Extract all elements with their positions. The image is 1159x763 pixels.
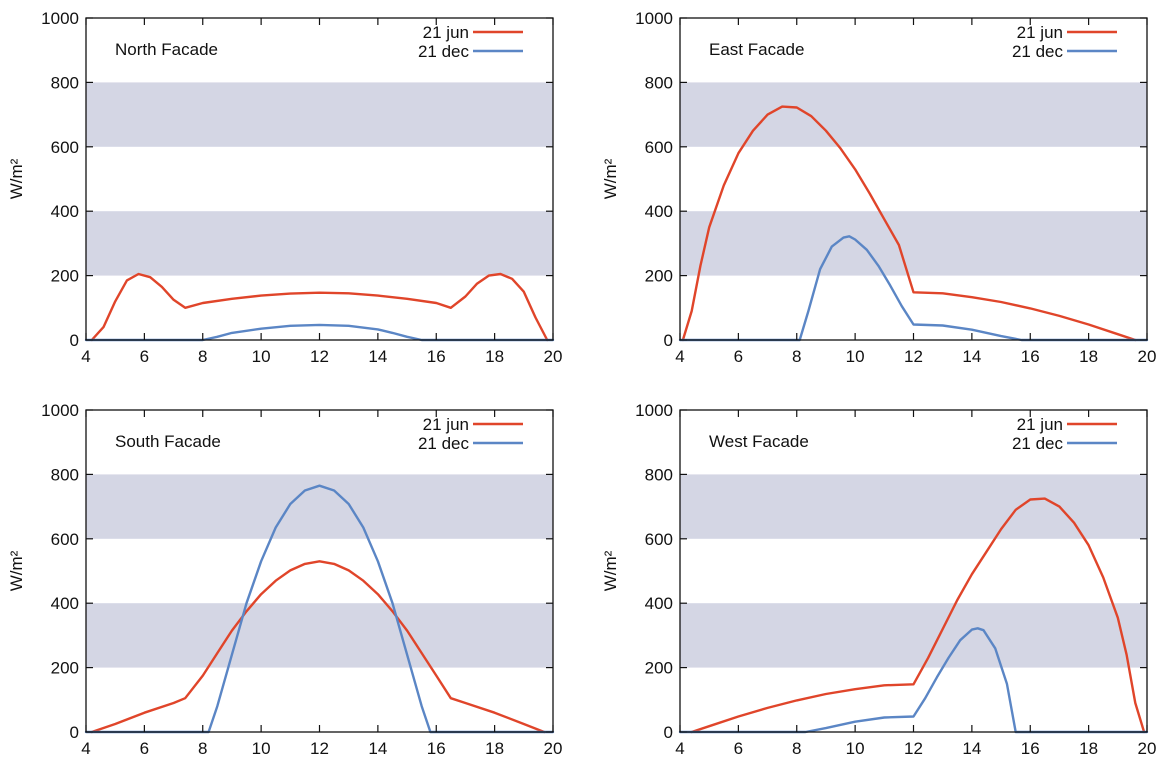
panel4-x-tick-label: 20 <box>1138 739 1157 758</box>
panel1-y-tick-label: 400 <box>51 202 79 221</box>
panel3-panel-title: South Facade <box>115 432 221 451</box>
panel4-x-tick-label: 16 <box>1021 739 1040 758</box>
panel1-legend-label-21-jun: 21 jun <box>423 23 469 42</box>
panel2-x-tick-label: 8 <box>792 347 801 366</box>
panel3-y-tick-label: 400 <box>51 594 79 613</box>
panel3-y-tick-label: 200 <box>51 659 79 678</box>
panel3-legend-label-21-dec: 21 dec <box>418 434 470 453</box>
panel4-y-tick-label: 0 <box>664 723 673 742</box>
panel4-band-200-400 <box>680 603 1147 668</box>
panel3-band-600-800 <box>86 474 553 539</box>
panel3-series-line-21-dec <box>84 484 555 734</box>
panel1-x-tick-label: 6 <box>140 347 149 366</box>
panel3-x-tick-label: 8 <box>198 739 207 758</box>
panel3-y-axis-label: W/m² <box>7 550 26 591</box>
panel3-x-tick-label: 16 <box>427 739 446 758</box>
panel3-y-tick-label: 800 <box>51 465 79 484</box>
panel2-y-tick-label: 200 <box>645 267 673 286</box>
panel3-x-tick-label: 12 <box>310 739 329 758</box>
panel3-y-tick-label: 600 <box>51 530 79 549</box>
panel4-band-600-800 <box>680 474 1147 539</box>
panel1-legend-label-21-dec: 21 dec <box>418 42 470 61</box>
panel3-x-tick-label: 6 <box>140 739 149 758</box>
panel2-series-line-21-jun <box>681 105 1137 342</box>
panel2-y-tick-label: 0 <box>664 331 673 350</box>
panel2-series-line-21-dec <box>678 235 1149 342</box>
panel1-x-tick-label: 12 <box>310 347 329 366</box>
panel2-legend-label-21-jun: 21 jun <box>1017 23 1063 42</box>
panel1-y-tick-label: 1000 <box>41 9 79 28</box>
panel2-x-tick-label: 10 <box>846 347 865 366</box>
panel1-y-tick-label: 800 <box>51 73 79 92</box>
panel1-y-tick-label: 200 <box>51 267 79 286</box>
panel4-series-line-21-dec <box>678 627 1149 734</box>
panel3-x-tick-label: 10 <box>252 739 271 758</box>
panel3-band-200-400 <box>86 603 553 668</box>
panel1-x-tick-label: 18 <box>485 347 504 366</box>
panel2-x-tick-label: 12 <box>904 347 923 366</box>
panel4-x-tick-label: 10 <box>846 739 865 758</box>
panel3-x-tick-label: 18 <box>485 739 504 758</box>
panel4-legend-label-21-jun: 21 jun <box>1017 415 1063 434</box>
panel2-y-tick-label: 400 <box>645 202 673 221</box>
panel4-y-tick-label: 1000 <box>635 401 673 420</box>
panel4-x-tick-label: 14 <box>962 739 981 758</box>
panel1-x-tick-label: 20 <box>544 347 563 366</box>
panel1-series-line-21-jun <box>90 272 549 342</box>
panel1-y-tick-label: 0 <box>70 331 79 350</box>
panel4-y-tick-label: 200 <box>645 659 673 678</box>
panel1-series-line-21-dec <box>84 323 555 342</box>
panel4-x-tick-label: 6 <box>734 739 743 758</box>
panel2-y-tick-label: 600 <box>645 138 673 157</box>
panel2-band-200-400 <box>680 211 1147 276</box>
panel4-x-tick-label: 8 <box>792 739 801 758</box>
panel4-y-tick-label: 400 <box>645 594 673 613</box>
panel1-panel-title: North Facade <box>115 40 218 59</box>
panel2-x-tick-label: 14 <box>962 347 981 366</box>
panel4-y-tick-label: 600 <box>645 530 673 549</box>
panel2-x-tick-label: 18 <box>1079 347 1098 366</box>
panel4-y-tick-label: 800 <box>645 465 673 484</box>
panel1-band-600-800 <box>86 82 553 147</box>
panel2-y-axis-label: W/m² <box>601 158 620 199</box>
panel2-y-tick-label: 1000 <box>635 9 673 28</box>
panel4-x-tick-label: 12 <box>904 739 923 758</box>
panel2-panel-title: East Facade <box>709 40 804 59</box>
panel1-band-200-400 <box>86 211 553 276</box>
panel2-x-tick-label: 16 <box>1021 347 1040 366</box>
panel3-x-tick-label: 14 <box>368 739 387 758</box>
panel3-plot-frame <box>85 409 554 733</box>
panel4-x-tick-label: 4 <box>675 739 684 758</box>
panel1-x-tick-label: 16 <box>427 347 446 366</box>
panel4-legend-label-21-dec: 21 dec <box>1012 434 1064 453</box>
panel3-legend-label-21-jun: 21 jun <box>423 415 469 434</box>
panel3-series-line-21-jun <box>90 560 546 734</box>
panel2-y-tick-label: 800 <box>645 73 673 92</box>
panel1-north-facade-chart: 4 6 8 10 12 14 16 18 2002004006008001000W/m²Nort… <box>7 9 562 366</box>
panel2-band-600-800 <box>680 82 1147 147</box>
panel3-y-tick-label: 1000 <box>41 401 79 420</box>
panel2-x-tick-label: 6 <box>734 347 743 366</box>
panel4-west-facade-chart: 4 6 8 10 12 14 16 18 2002004006008001000W/m²West… <box>601 401 1156 758</box>
panel3-south-facade-chart: 4 6 8 10 12 14 16 18 2002004006008001000W/m²Sout… <box>7 401 562 758</box>
panel4-series-line-21-jun <box>690 497 1146 734</box>
panel2-x-tick-label: 20 <box>1138 347 1157 366</box>
panel1-x-tick-label: 14 <box>368 347 387 366</box>
panel1-x-tick-label: 10 <box>252 347 271 366</box>
panel2-east-facade-chart: 4 6 8 10 12 14 16 18 2002004006008001000W/m²East… <box>601 9 1156 366</box>
panel3-x-tick-label: 20 <box>544 739 563 758</box>
panel3-x-tick-label: 4 <box>81 739 90 758</box>
panel1-y-axis-label: W/m² <box>7 158 26 199</box>
panel3-y-tick-label: 0 <box>70 723 79 742</box>
panel4-y-axis-label: W/m² <box>601 550 620 591</box>
panel4-panel-title: West Facade <box>709 432 809 451</box>
panel2-legend-label-21-dec: 21 dec <box>1012 42 1064 61</box>
panel1-x-tick-label: 8 <box>198 347 207 366</box>
panel2-x-tick-label: 4 <box>675 347 684 366</box>
panel4-x-tick-label: 18 <box>1079 739 1098 758</box>
panel1-x-tick-label: 4 <box>81 347 90 366</box>
panel1-y-tick-label: 600 <box>51 138 79 157</box>
